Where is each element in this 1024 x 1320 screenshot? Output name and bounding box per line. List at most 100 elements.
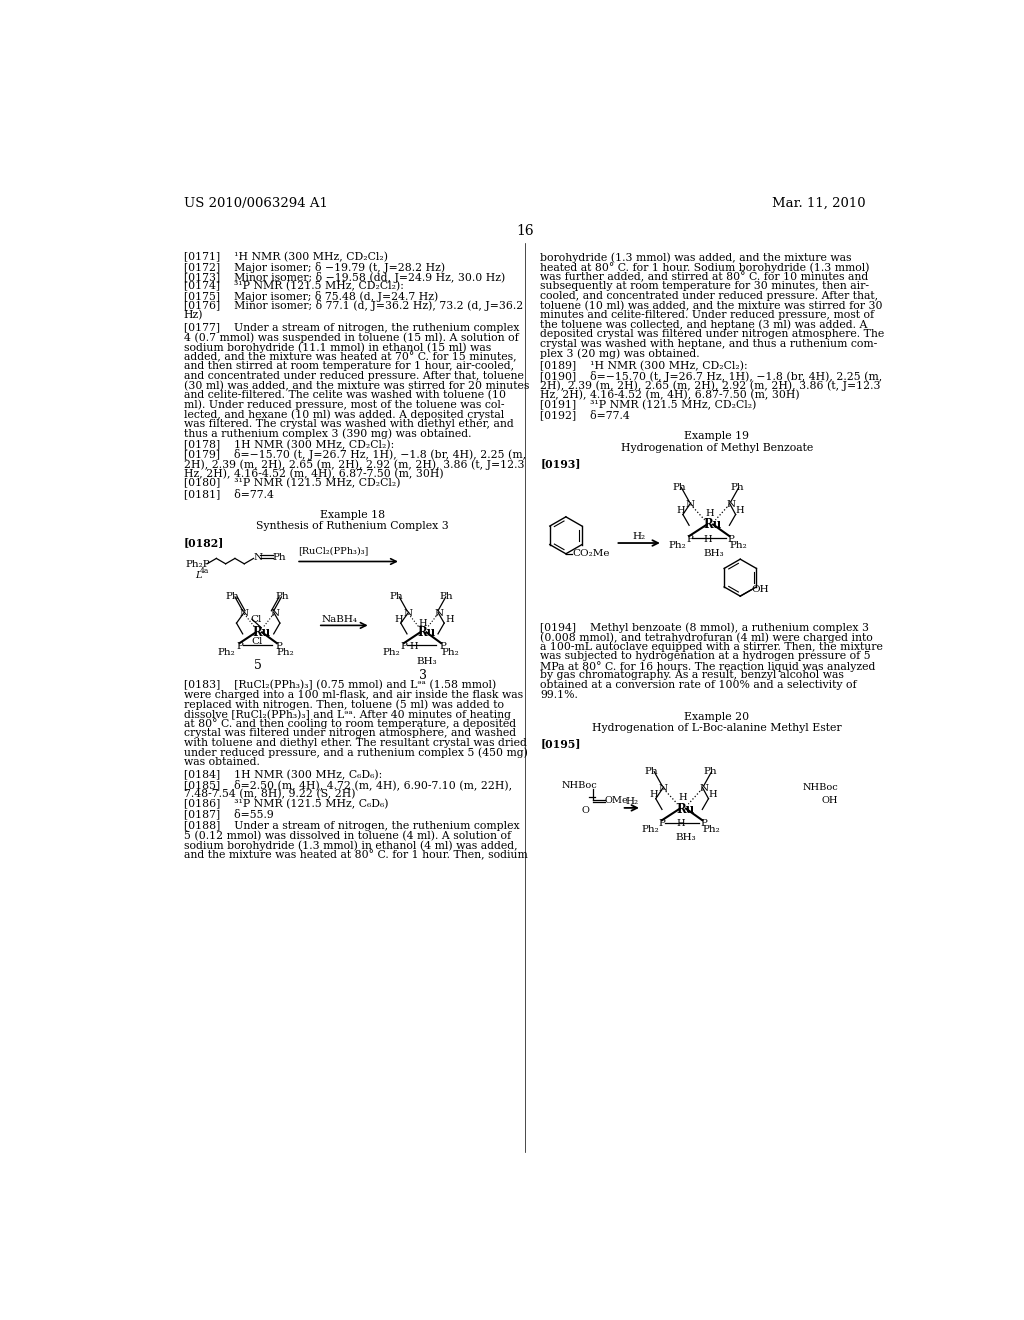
- Text: [0172]    Major isomer; δ −19.79 (t, J=28.2 Hz): [0172] Major isomer; δ −19.79 (t, J=28.2…: [183, 261, 444, 273]
- Text: ml). Under reduced pressure, most of the toluene was col-: ml). Under reduced pressure, most of the…: [183, 400, 504, 411]
- Text: N: N: [699, 784, 709, 793]
- Text: NaBH₄: NaBH₄: [322, 615, 357, 623]
- Text: 16: 16: [516, 224, 534, 238]
- Text: Ru: Ru: [677, 803, 695, 816]
- Text: [0174]    ³¹P NMR (121.5 MHz, CD₂Cl₂):: [0174] ³¹P NMR (121.5 MHz, CD₂Cl₂):: [183, 281, 403, 292]
- Text: [0190]    δ=−15.70 (t, J=26.7 Hz, 1H), −1.8 (br, 4H), 2.25 (m,: [0190] δ=−15.70 (t, J=26.7 Hz, 1H), −1.8…: [541, 371, 883, 381]
- Text: a 100-mL autoclave equipped with a stirrer. Then, the mixture: a 100-mL autoclave equipped with a stirr…: [541, 642, 883, 652]
- Text: at 80° C. and then cooling to room temperature, a deposited: at 80° C. and then cooling to room tempe…: [183, 718, 516, 730]
- Text: Ph: Ph: [273, 553, 287, 562]
- Text: was further added, and stirred at 80° C. for 10 minutes and: was further added, and stirred at 80° C.…: [541, 272, 868, 282]
- Text: P: P: [728, 535, 735, 544]
- Text: [0173]    Minor isomer; δ −19.58 (dd, J=24.9 Hz, 30.0 Hz): [0173] Minor isomer; δ −19.58 (dd, J=24.…: [183, 272, 505, 282]
- Text: N: N: [686, 500, 695, 510]
- Text: crystal was filtered under nitrogen atmosphere, and washed: crystal was filtered under nitrogen atmo…: [183, 729, 516, 738]
- Text: [0186]    ³¹P NMR (121.5 MHz, C₆D₆): [0186] ³¹P NMR (121.5 MHz, C₆D₆): [183, 799, 388, 809]
- Text: Ph₂: Ph₂: [702, 825, 720, 834]
- Text: H: H: [649, 791, 658, 799]
- Text: Mar. 11, 2010: Mar. 11, 2010: [772, 197, 866, 210]
- Text: Example 19: Example 19: [684, 432, 750, 441]
- Text: Ph₂: Ph₂: [276, 648, 295, 657]
- Text: 5: 5: [254, 659, 262, 672]
- Text: thus a ruthenium complex 3 (390 mg) was obtained.: thus a ruthenium complex 3 (390 mg) was …: [183, 429, 471, 440]
- Text: [0187]    δ=55.9: [0187] δ=55.9: [183, 808, 273, 820]
- Text: NHBoc: NHBoc: [802, 783, 838, 792]
- Text: 2H), 2.39 (m, 2H), 2.65 (m, 2H), 2.92 (m, 2H), 3.86 (t, J=12.3: 2H), 2.39 (m, 2H), 2.65 (m, 2H), 2.92 (m…: [541, 380, 881, 391]
- Text: H: H: [410, 643, 418, 651]
- Text: N: N: [240, 610, 249, 618]
- Text: plex 3 (20 mg) was obtained.: plex 3 (20 mg) was obtained.: [541, 348, 700, 359]
- Text: Hz, 2H), 4.16-4.52 (m, 4H), 6.87-7.50 (m, 30H): Hz, 2H), 4.16-4.52 (m, 4H), 6.87-7.50 (m…: [541, 391, 800, 400]
- Text: N: N: [435, 610, 444, 618]
- Text: H: H: [678, 793, 687, 803]
- Text: Hz, 2H), 4.16-4.52 (m, 4H), 6.87-7.50 (m, 30H): Hz, 2H), 4.16-4.52 (m, 4H), 6.87-7.50 (m…: [183, 469, 443, 479]
- Text: 4 (0.7 mmol) was suspended in toluene (15 ml). A solution of: 4 (0.7 mmol) was suspended in toluene (1…: [183, 333, 518, 343]
- Text: added, and the mixture was heated at 70° C. for 15 minutes,: added, and the mixture was heated at 70°…: [183, 351, 516, 362]
- Text: cooled, and concentrated under reduced pressure. After that,: cooled, and concentrated under reduced p…: [541, 290, 879, 301]
- Text: [0189]    ¹H NMR (300 MHz, CD₂Cl₂):: [0189] ¹H NMR (300 MHz, CD₂Cl₂):: [541, 362, 748, 372]
- Text: [0175]    Major isomer; δ 75.48 (d, J=24.7 Hz): [0175] Major isomer; δ 75.48 (d, J=24.7 …: [183, 290, 438, 302]
- Text: OH: OH: [751, 585, 769, 594]
- Text: H₂: H₂: [632, 532, 645, 541]
- Text: [0182]: [0182]: [183, 537, 224, 548]
- Text: BH₃: BH₃: [676, 833, 696, 842]
- Text: L: L: [196, 570, 202, 579]
- Text: H: H: [445, 615, 455, 624]
- Text: Hydrogenation of Methyl Benzoate: Hydrogenation of Methyl Benzoate: [621, 442, 813, 453]
- Text: 7.48-7.54 (m, 8H), 9.22 (S, 2H): 7.48-7.54 (m, 8H), 9.22 (S, 2H): [183, 789, 355, 800]
- Text: replaced with nitrogen. Then, toluene (5 ml) was added to: replaced with nitrogen. Then, toluene (5…: [183, 700, 504, 710]
- Text: H: H: [419, 619, 427, 628]
- Text: was subjected to hydrogenation at a hydrogen pressure of 5: was subjected to hydrogenation at a hydr…: [541, 651, 871, 661]
- Text: BH₃: BH₃: [417, 657, 437, 667]
- Text: [0177]    Under a stream of nitrogen, the ruthenium complex: [0177] Under a stream of nitrogen, the r…: [183, 323, 519, 333]
- Text: Ru: Ru: [253, 626, 271, 639]
- Text: 99.1%.: 99.1%.: [541, 689, 579, 700]
- Text: [0179]    δ=−15.70 (t, J=26.7 Hz, 1H), −1.8 (br, 4H), 2.25 (m,: [0179] δ=−15.70 (t, J=26.7 Hz, 1H), −1.8…: [183, 449, 526, 461]
- Text: H: H: [703, 536, 713, 544]
- Text: (0.008 mmol), and tetrahydrofuran (4 ml) were charged into: (0.008 mmol), and tetrahydrofuran (4 ml)…: [541, 632, 873, 643]
- Text: and the mixture was heated at 80° C. for 1 hour. Then, sodium: and the mixture was heated at 80° C. for…: [183, 850, 527, 861]
- Text: the toluene was collected, and heptane (3 ml) was added. A: the toluene was collected, and heptane (…: [541, 319, 867, 330]
- Text: obtained at a conversion rate of 100% and a selectivity of: obtained at a conversion rate of 100% an…: [541, 680, 857, 690]
- Text: H₂: H₂: [626, 797, 638, 807]
- Text: Ph: Ph: [731, 483, 744, 492]
- Text: OMe: OMe: [604, 796, 629, 805]
- Text: [0188]    Under a stream of nitrogen, the ruthenium complex: [0188] Under a stream of nitrogen, the r…: [183, 821, 519, 832]
- Text: [0181]    δ=77.4: [0181] δ=77.4: [183, 488, 273, 499]
- Text: heated at 80° C. for 1 hour. Sodium borohydride (1.3 mmol): heated at 80° C. for 1 hour. Sodium boro…: [541, 261, 869, 273]
- Text: MPa at 80° C. for 16 hours. The reaction liquid was analyzed: MPa at 80° C. for 16 hours. The reaction…: [541, 661, 876, 672]
- Text: 2H), 2.39 (m, 2H), 2.65 (m, 2H), 2.92 (m, 2H), 3.86 (t, J=12.3: 2H), 2.39 (m, 2H), 2.65 (m, 2H), 2.92 (m…: [183, 459, 524, 470]
- Text: [0192]    δ=77.4: [0192] δ=77.4: [541, 409, 630, 420]
- Text: 5 (0.12 mmol) was dissolved in toluene (4 ml). A solution of: 5 (0.12 mmol) was dissolved in toluene (…: [183, 830, 511, 841]
- Text: [0176]    Minor isomer; δ 77.1 (d, J=36.2 Hz), 73.2 (d, J=36.2: [0176] Minor isomer; δ 77.1 (d, J=36.2 H…: [183, 301, 523, 312]
- Text: under reduced pressure, and a ruthenium complex 5 (450 mg): under reduced pressure, and a ruthenium …: [183, 747, 527, 758]
- Text: [0180]    ³¹P NMR (121.5 MHz, CD₂Cl₂): [0180] ³¹P NMR (121.5 MHz, CD₂Cl₂): [183, 478, 400, 488]
- Text: [RuCl₂(PPh₃)₃]: [RuCl₂(PPh₃)₃]: [299, 546, 369, 556]
- Text: H: H: [709, 791, 717, 799]
- Text: Ru: Ru: [703, 519, 722, 532]
- Text: Ph₂: Ph₂: [441, 648, 459, 657]
- Text: Cl: Cl: [251, 638, 262, 645]
- Text: was obtained.: was obtained.: [183, 758, 260, 767]
- Text: H: H: [394, 615, 403, 624]
- Text: Hydrogenation of L-Boc-alanine Methyl Ester: Hydrogenation of L-Boc-alanine Methyl Es…: [592, 723, 842, 733]
- Text: [0193]: [0193]: [541, 458, 581, 470]
- Text: BH₃: BH₃: [703, 549, 724, 558]
- Text: Ru: Ru: [417, 626, 435, 639]
- Text: and concentrated under reduced pressure. After that, toluene: and concentrated under reduced pressure.…: [183, 371, 523, 381]
- Text: [0191]    ³¹P NMR (121.5 MHz, CD₂Cl₂): [0191] ³¹P NMR (121.5 MHz, CD₂Cl₂): [541, 400, 757, 411]
- Text: [0183]    [RuCl₂(PPh₃)₃] (0.75 mmol) and Lᵊᵃ (1.58 mmol): [0183] [RuCl₂(PPh₃)₃] (0.75 mmol) and Lᵊ…: [183, 680, 496, 690]
- Text: H: H: [735, 506, 744, 515]
- Text: H: H: [677, 820, 685, 829]
- Text: Hz): Hz): [183, 310, 204, 321]
- Text: N: N: [254, 553, 263, 562]
- Text: P: P: [400, 642, 408, 651]
- Text: Ph: Ph: [672, 483, 686, 492]
- Text: [0184]    1H NMR (300 MHz, C₆D₆):: [0184] 1H NMR (300 MHz, C₆D₆):: [183, 770, 382, 780]
- Text: NHBoc: NHBoc: [562, 781, 598, 789]
- Text: [0185]    δ=2.50 (m, 4H), 4.72 (m, 4H), 6.90-7.10 (m, 22H),: [0185] δ=2.50 (m, 4H), 4.72 (m, 4H), 6.9…: [183, 779, 512, 791]
- Text: N: N: [726, 500, 735, 510]
- Text: were charged into a 100 ml-flask, and air inside the flask was: were charged into a 100 ml-flask, and ai…: [183, 689, 523, 700]
- Text: and celite-filtered. The celite was washed with toluene (10: and celite-filtered. The celite was wash…: [183, 391, 506, 400]
- Text: P: P: [700, 818, 708, 828]
